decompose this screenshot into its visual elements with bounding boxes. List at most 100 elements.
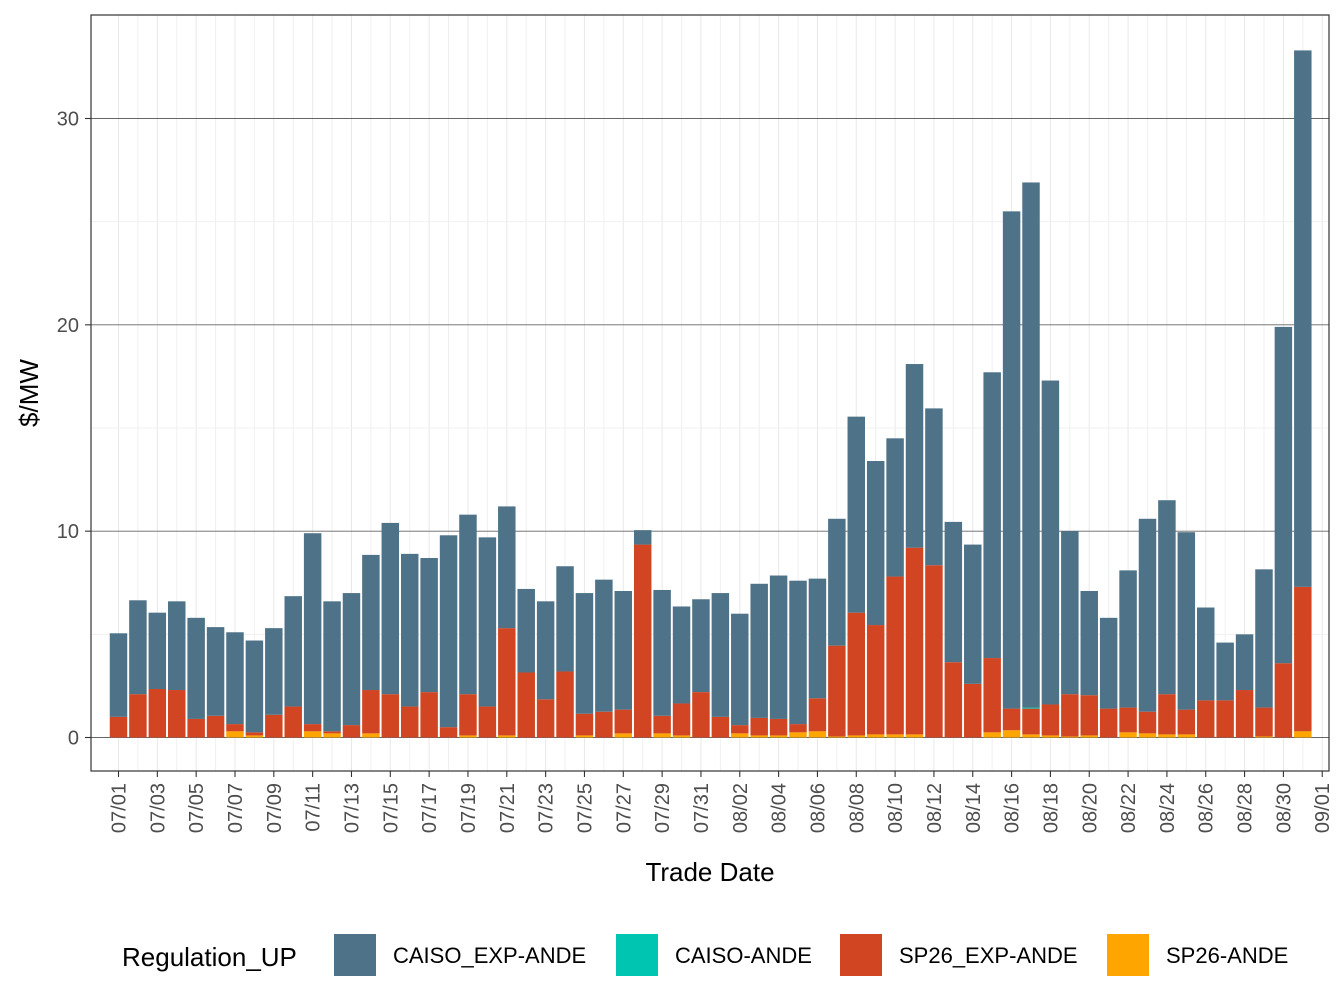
bar-caiso-exp-ande-07-15 <box>381 522 400 695</box>
bar-caiso-exp-ande-08-14 <box>964 544 982 684</box>
legend: CAISO_EXP-ANDE CAISO-ANDE SP26_EXP-ANDE SP2… <box>334 934 1288 976</box>
bars <box>109 50 1312 738</box>
bar-caiso-exp-ande-08-06 <box>808 578 827 699</box>
bar-sp26-ande-08-23 <box>1138 733 1157 738</box>
x-tick-label: 08/20 <box>1079 783 1101 833</box>
bar-caiso-exp-ande-08-19 <box>1061 531 1079 695</box>
bar-sp26-ande-08-08 <box>847 735 865 738</box>
bar-caiso-ande-08-17 <box>1022 707 1040 709</box>
bar-sp26-exp-ande-07-21 <box>498 628 516 736</box>
bar-sp26-exp-ande-08-21 <box>1099 708 1118 738</box>
bar-sp26-exp-ande-08-19 <box>1061 694 1079 737</box>
bar-sp26-exp-ande-08-08 <box>847 612 865 736</box>
bar-caiso-exp-ande-08-25 <box>1177 532 1196 710</box>
x-tick-label: 08/04 <box>769 783 791 833</box>
y-axis: 0 10 20 30 <box>57 109 91 750</box>
bar-sp26-exp-ande-08-02 <box>731 725 749 734</box>
bar-caiso-exp-ande-07-17 <box>420 557 438 693</box>
bar-caiso-exp-ande-08-03 <box>750 583 768 718</box>
bar-sp26-ande-08-09 <box>866 734 885 738</box>
bar-sp26-exp-ande-07-10 <box>284 706 302 738</box>
bar-sp26-ande-08-03 <box>750 735 768 738</box>
bar-sp26-ande-07-19 <box>459 735 477 738</box>
bar-sp26-ande-08-22 <box>1119 732 1137 738</box>
legend-label-sp26-ande: SP26-ANDE <box>1166 943 1288 968</box>
bar-sp26-exp-ande-07-14 <box>362 690 380 734</box>
x-tick-label: 07/23 <box>536 783 558 833</box>
x-tick-label: 08/26 <box>1196 783 1218 833</box>
x-tick-label: 08/10 <box>885 783 907 833</box>
bar-sp26-exp-ande-08-24 <box>1158 694 1176 735</box>
bar-sp26-exp-ande-08-29 <box>1255 707 1273 737</box>
bar-sp26-exp-ande-07-20 <box>478 706 497 738</box>
bar-caiso-exp-ande-07-26 <box>595 579 613 712</box>
bar-sp26-exp-ande-08-18 <box>1041 704 1060 736</box>
bar-sp26-exp-ande-07-11 <box>303 724 322 732</box>
bar-sp26-ande-08-06 <box>808 731 827 738</box>
bar-sp26-exp-ande-08-04 <box>769 718 788 736</box>
x-tick-label: 07/03 <box>147 783 169 833</box>
x-tick-label: 07/27 <box>613 783 635 833</box>
bar-sp26-exp-ande-08-05 <box>789 724 807 733</box>
bar-sp26-exp-ande-07-25 <box>575 713 594 736</box>
bar-caiso-exp-ande-07-31 <box>692 599 710 693</box>
x-tick-label: 08/22 <box>1118 783 1140 833</box>
bar-sp26-exp-ande-07-24 <box>556 671 574 738</box>
bar-caiso-exp-ande-08-30 <box>1274 326 1293 664</box>
bar-sp26-exp-ande-08-30 <box>1274 663 1293 738</box>
legend-label-sp26-exp-ande: SP26_EXP-ANDE <box>899 943 1078 968</box>
bar-caiso-exp-ande-08-04 <box>769 575 788 719</box>
bar-caiso-exp-ande-07-27 <box>614 591 633 710</box>
bar-sp26-exp-ande-07-18 <box>439 727 458 738</box>
bar-sp26-ande-07-07 <box>226 731 244 738</box>
bar-sp26-ande-07-29 <box>653 733 671 738</box>
bar-sp26-exp-ande-08-14 <box>964 683 982 738</box>
bar-sp26-ande-08-04 <box>769 735 788 738</box>
bar-sp26-exp-ande-07-04 <box>168 690 186 738</box>
bar-sp26-exp-ande-08-06 <box>808 698 827 732</box>
x-tick-label: 07/15 <box>380 783 402 833</box>
x-axis: 07/01 07/03 07/05 07/07 07/09 07/11 07/13 07/15… <box>109 771 1334 833</box>
y-tick-label: 20 <box>57 315 79 337</box>
bar-caiso-exp-ande-07-29 <box>653 589 671 716</box>
bar-sp26-exp-ande-08-26 <box>1197 700 1215 738</box>
x-tick-label: 08/06 <box>807 783 829 833</box>
bar-sp26-exp-ande-07-27 <box>614 709 633 734</box>
x-axis-title: Trade Date <box>645 857 774 887</box>
bar-sp26-exp-ande-08-03 <box>750 717 768 736</box>
bar-caiso-exp-ande-08-18 <box>1041 380 1060 705</box>
bar-sp26-exp-ande-08-01 <box>711 716 730 738</box>
bar-sp26-ande-08-11 <box>905 734 924 738</box>
bar-sp26-exp-ande-07-19 <box>459 694 477 736</box>
x-tick-label: 08/12 <box>924 783 946 833</box>
bar-caiso-exp-ande-07-14 <box>362 554 380 691</box>
x-tick-label: 08/24 <box>1157 783 1179 833</box>
y-tick-label: 0 <box>68 728 79 750</box>
bar-caiso-exp-ande-08-29 <box>1255 569 1273 708</box>
bar-sp26-exp-ande-08-31 <box>1294 586 1312 732</box>
bar-caiso-exp-ande-08-22 <box>1119 570 1137 708</box>
legend-title: Regulation_UP <box>122 942 297 972</box>
bar-sp26-exp-ande-07-22 <box>517 672 535 738</box>
legend-key-sp26-exp-ande <box>840 934 882 976</box>
bar-sp26-exp-ande-07-09 <box>265 714 283 738</box>
bar-sp26-ande-08-19 <box>1061 736 1079 738</box>
y-axis-title: $/MW <box>14 359 44 427</box>
bar-caiso-exp-ande-08-13 <box>944 521 963 663</box>
bar-sp26-ande-07-27 <box>614 733 633 738</box>
bar-sp26-exp-ande-07-30 <box>672 703 691 736</box>
bar-caiso-exp-ande-08-15 <box>983 372 1001 659</box>
x-tick-label: 07/09 <box>264 783 286 833</box>
bar-caiso-exp-ande-08-16 <box>1002 211 1021 709</box>
bar-sp26-exp-ande-07-13 <box>342 725 361 738</box>
bar-sp26-ande-08-10 <box>886 734 904 738</box>
bar-caiso-exp-ande-07-11 <box>303 533 322 725</box>
bar-caiso-exp-ande-07-05 <box>187 617 205 719</box>
bar-caiso-exp-ande-07-23 <box>536 601 555 700</box>
y-tick-label: 30 <box>57 109 79 131</box>
x-tick-label: 07/05 <box>186 783 208 833</box>
bar-caiso-exp-ande-07-07 <box>226 632 244 725</box>
bar-caiso-exp-ande-07-04 <box>168 601 186 691</box>
bar-sp26-exp-ande-08-10 <box>886 576 904 735</box>
